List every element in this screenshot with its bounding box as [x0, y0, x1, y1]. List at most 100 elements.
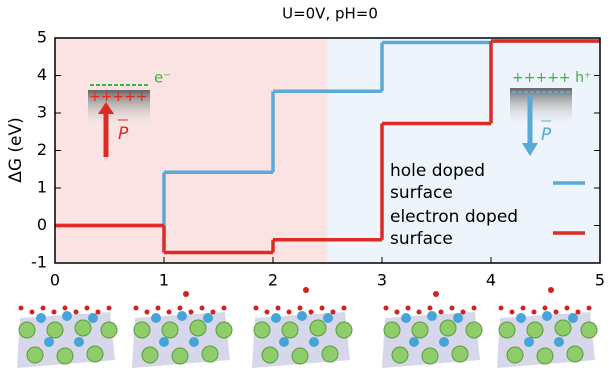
atom-o	[331, 310, 336, 315]
vector-label: P	[541, 125, 552, 145]
atom-a	[57, 348, 73, 364]
y-tick-label: 1	[37, 178, 47, 197]
atom-o	[178, 306, 183, 311]
x-tick-label: 4	[486, 271, 496, 290]
atom-b	[159, 337, 169, 347]
adsorbate	[433, 291, 439, 297]
atom-b	[297, 311, 307, 321]
atom-b	[516, 313, 526, 323]
atom-a	[75, 320, 91, 336]
atom-b	[44, 337, 54, 347]
atom-b	[62, 311, 72, 321]
atom-a	[567, 346, 583, 362]
adsorbate	[183, 291, 189, 297]
atom-o	[406, 306, 411, 311]
atom-o	[342, 306, 347, 311]
atom-o	[450, 306, 455, 311]
atom-o	[395, 310, 400, 315]
atom-b	[88, 313, 98, 323]
atom-a	[262, 347, 278, 363]
atom-b	[309, 337, 319, 347]
atom-o	[200, 306, 205, 311]
atom-b	[323, 313, 333, 323]
atom-b	[524, 337, 534, 347]
atom-a	[190, 320, 206, 336]
atom-a	[499, 322, 515, 338]
vector-label: P	[118, 124, 129, 144]
atom-a	[282, 322, 298, 338]
atom-o	[222, 306, 227, 311]
atom-b	[189, 337, 199, 347]
adsorbate	[303, 287, 309, 293]
atom-o	[417, 310, 422, 315]
electron-label: e⁻	[154, 69, 171, 87]
figure: -1012345012345 U=0V, pH=0 ΔG (eV) e⁻ +++…	[0, 0, 608, 375]
atom-a	[142, 347, 158, 363]
atom-a	[537, 348, 553, 364]
x-tick-label: 3	[377, 271, 387, 290]
atom-a	[254, 322, 270, 338]
atom-o	[532, 310, 537, 315]
atom-o	[211, 310, 216, 315]
chart-title: U=0V, pH=0	[282, 5, 378, 23]
atom-a	[87, 346, 103, 362]
x-tick-label: 2	[268, 271, 278, 290]
atom-o	[298, 306, 303, 311]
atom-b	[36, 313, 46, 323]
atom-a	[507, 347, 523, 363]
legend-label: electron doped surface	[390, 206, 540, 250]
atom-b	[271, 313, 281, 323]
atom-a	[19, 322, 35, 338]
atom-o	[428, 306, 433, 311]
x-tick-label: 1	[159, 271, 169, 290]
atom-a	[384, 322, 400, 338]
slab	[510, 88, 572, 128]
x-tick-label: 5	[595, 271, 605, 290]
atom-o	[576, 310, 581, 315]
atom-o	[543, 306, 548, 311]
atom-o	[52, 310, 57, 315]
atom-o	[472, 306, 477, 311]
atom-o	[74, 310, 79, 315]
atom-b	[453, 313, 463, 323]
atom-o	[276, 306, 281, 311]
adsorbate	[548, 287, 554, 293]
atom-a	[172, 348, 188, 364]
atom-o	[587, 306, 592, 311]
atom-b	[409, 337, 419, 347]
atom-o	[309, 310, 314, 315]
atom-o	[554, 310, 559, 315]
atom-o	[156, 306, 161, 311]
atom-a	[322, 346, 338, 362]
atom-a	[310, 320, 326, 336]
atom-a	[101, 322, 117, 338]
atom-b	[279, 337, 289, 347]
atom-o	[510, 310, 515, 315]
atom-o	[287, 310, 292, 315]
atom-o	[167, 310, 172, 315]
atom-b	[177, 311, 187, 321]
atom-o	[521, 306, 526, 311]
atom-b	[542, 311, 552, 321]
atom-b	[74, 337, 84, 347]
atom-a	[292, 348, 308, 364]
atom-o	[134, 306, 139, 311]
atom-a	[555, 320, 571, 336]
y-tick-label: 2	[37, 140, 47, 159]
atom-b	[439, 337, 449, 347]
atom-a	[466, 322, 482, 338]
atom-b	[554, 337, 564, 347]
atom-o	[565, 306, 570, 311]
structures	[17, 287, 597, 368]
atom-a	[216, 322, 232, 338]
atom-o	[145, 310, 150, 315]
atom-o	[107, 306, 112, 311]
y-tick-label: 5	[37, 28, 47, 47]
atom-o	[265, 310, 270, 315]
y-axis-label: ΔG (eV)	[6, 117, 26, 183]
atom-a	[27, 347, 43, 363]
atom-a	[392, 347, 408, 363]
atom-o	[189, 310, 194, 315]
y-tick-label: 0	[37, 215, 47, 234]
atom-a	[202, 346, 218, 362]
